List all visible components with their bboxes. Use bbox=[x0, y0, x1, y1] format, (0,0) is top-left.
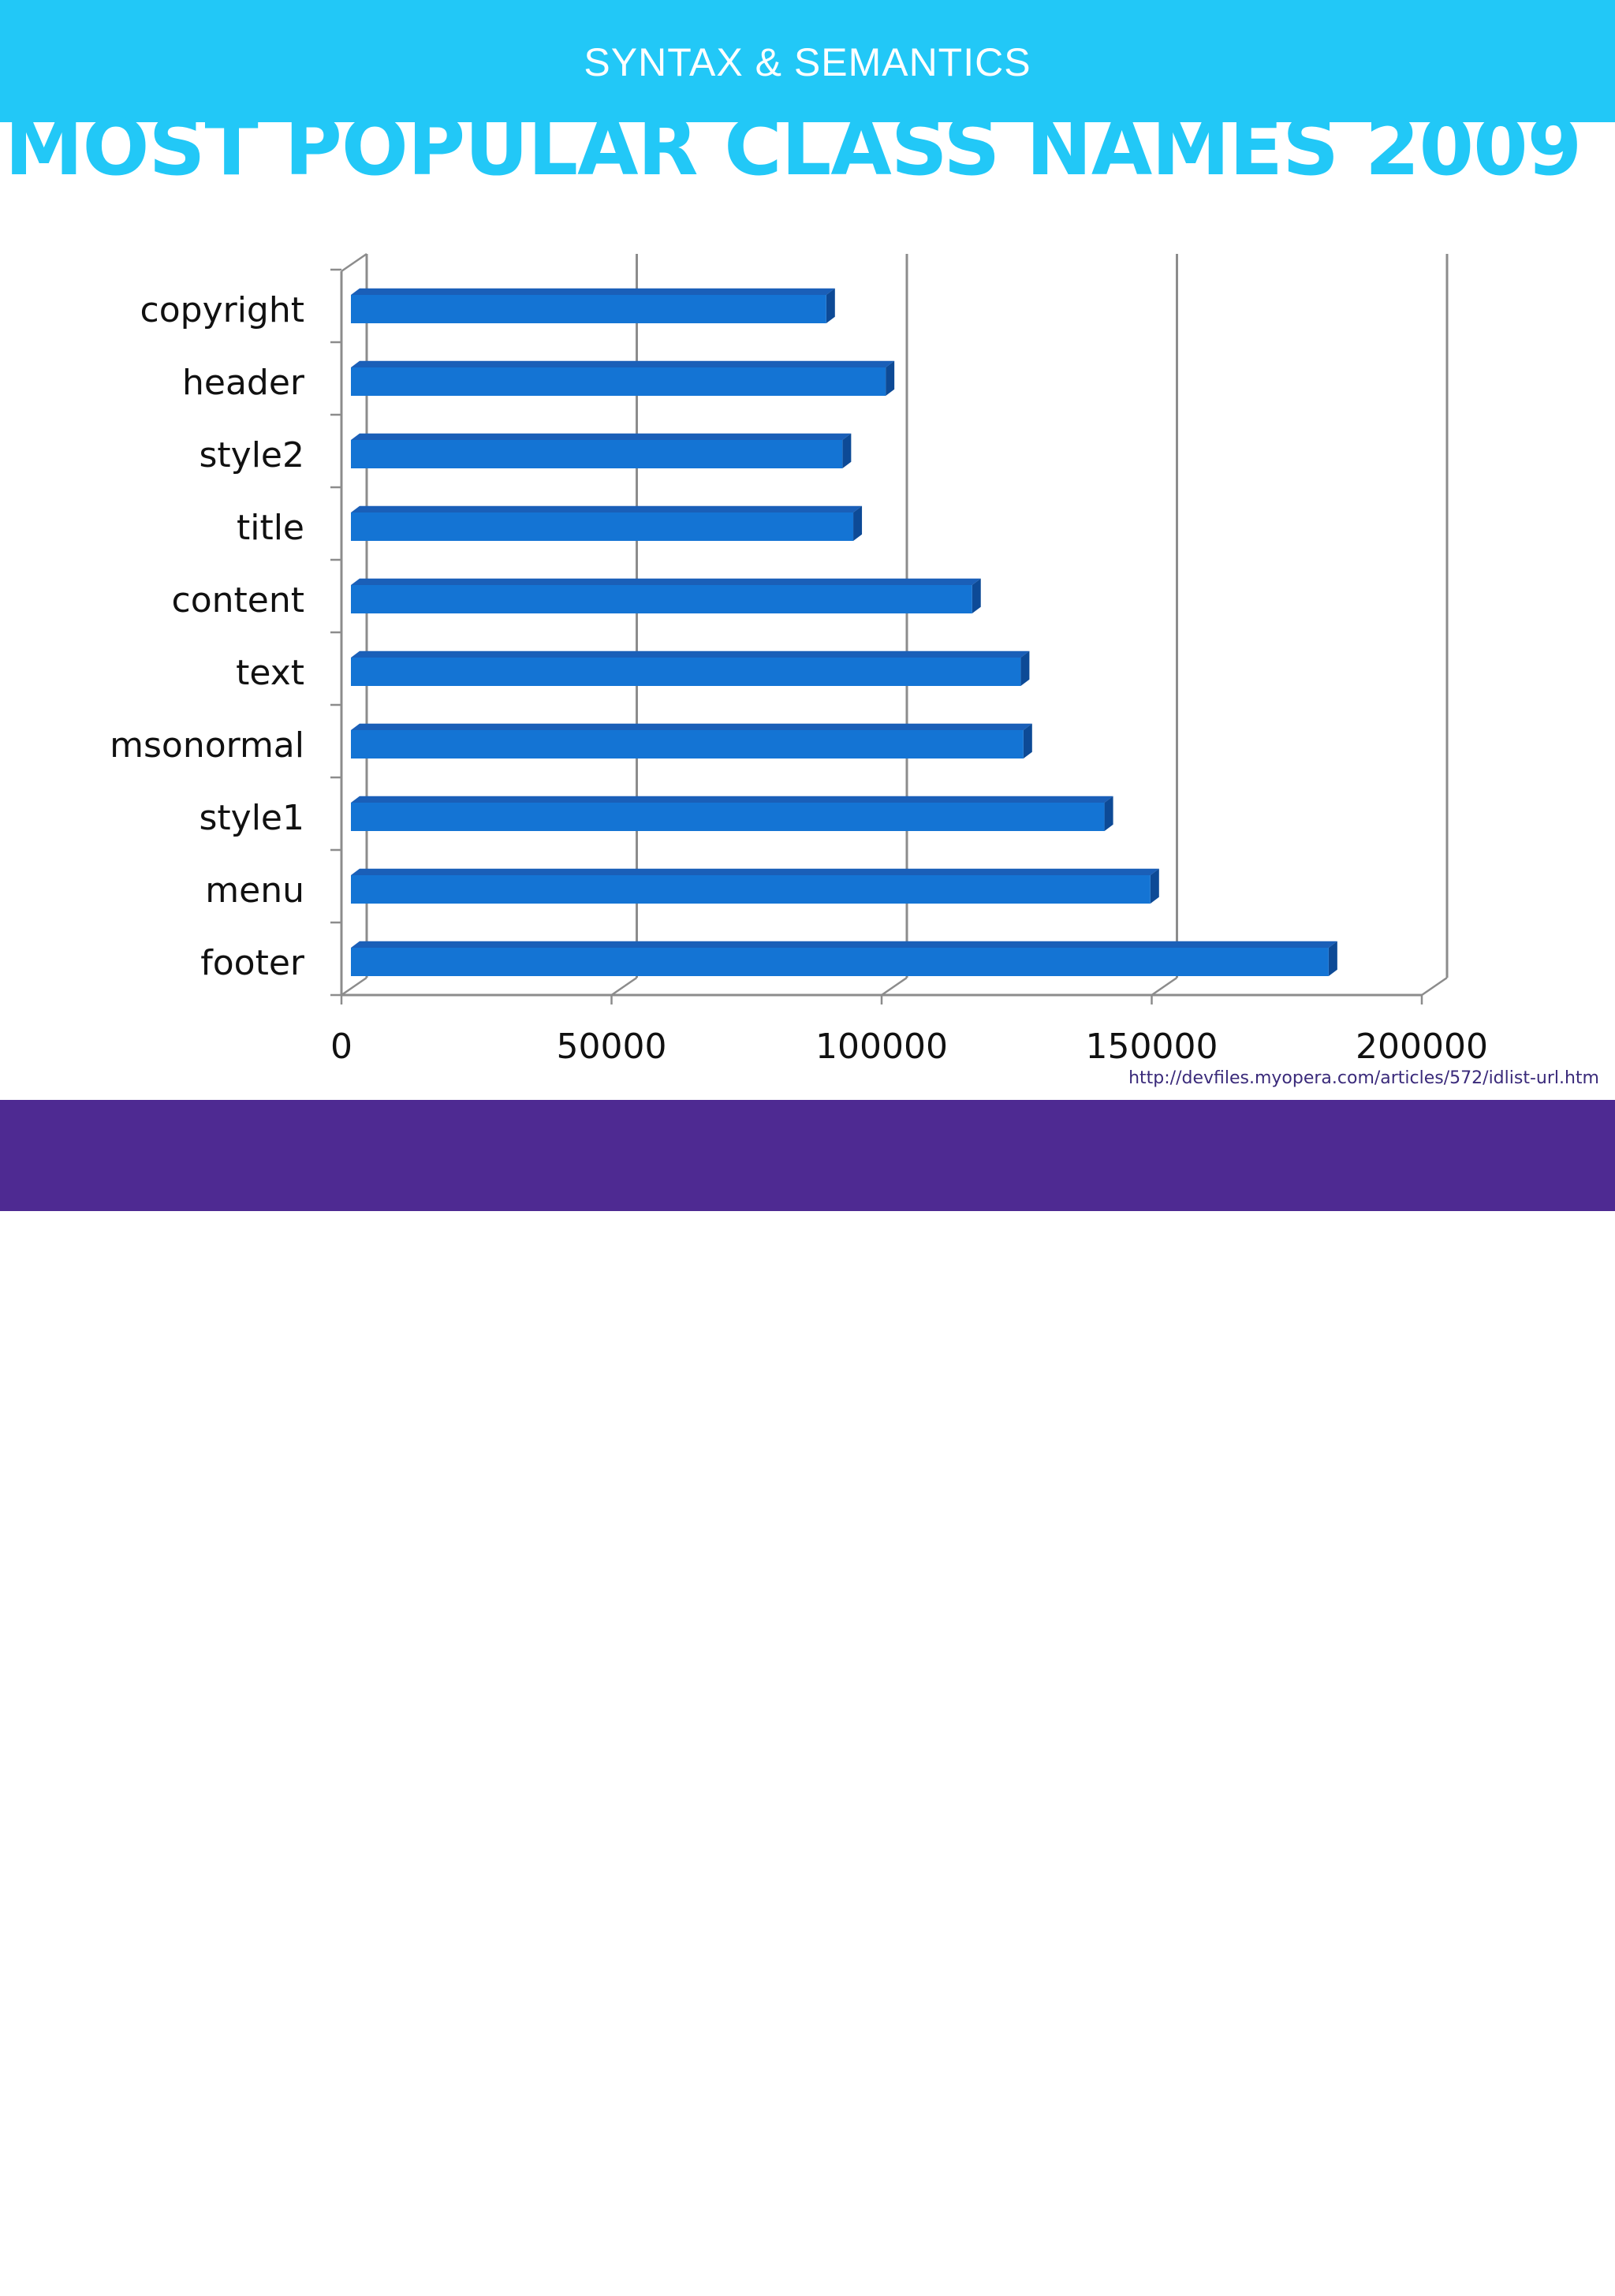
logo-sub-text: SINGAPORE bbox=[41, 2280, 125, 2295]
floor-grid-diagonal bbox=[1151, 976, 1178, 997]
x-tick-label: 150000 bbox=[1086, 1027, 1218, 1067]
bar-text-side bbox=[1020, 650, 1030, 686]
floor-grid-diagonal bbox=[1421, 976, 1448, 997]
category-label-copyright: copyright bbox=[140, 290, 304, 330]
bar-header-top bbox=[351, 360, 895, 367]
wall-top-diagonal bbox=[341, 252, 367, 273]
x-tick-label: 50000 bbox=[557, 1027, 667, 1067]
bar-content-top bbox=[351, 578, 981, 585]
category-label-title: title bbox=[237, 508, 304, 548]
logo-microsoft-text: Microsoft bbox=[41, 2221, 98, 2234]
x-tick-label: 100000 bbox=[815, 1027, 948, 1067]
banner-text: SYNTAX & SEMANTICS bbox=[584, 40, 1031, 84]
floor-grid-diagonal bbox=[610, 976, 638, 997]
bar-style1-top bbox=[351, 796, 1113, 803]
bar-title-side bbox=[853, 505, 863, 541]
bar-menu-top bbox=[351, 868, 1159, 875]
bar-menu bbox=[351, 875, 1151, 904]
top-banner: SYNTAX & SEMANTICS bbox=[0, 0, 1615, 122]
bar-style1-side bbox=[1104, 796, 1113, 831]
category-label-content: content bbox=[172, 580, 304, 621]
category-label-style1: style1 bbox=[199, 798, 304, 838]
bar-content bbox=[351, 585, 972, 613]
bar-style2 bbox=[351, 440, 843, 468]
techdays-logo: Microsoft tech·days SINGAPORE bbox=[41, 2221, 259, 2296]
bar-footer-side bbox=[1328, 941, 1337, 976]
source-url[interactable]: http://devfiles.myopera.com/articles/572… bbox=[1128, 1068, 1599, 1088]
bar-content-side bbox=[972, 578, 981, 613]
bar-header bbox=[351, 367, 886, 396]
bar-copyright bbox=[351, 295, 826, 323]
bar-style2-top bbox=[351, 433, 852, 440]
floor-grid-diagonal bbox=[881, 976, 908, 997]
category-label-text: text bbox=[236, 653, 304, 693]
logo-main-text: tech·days bbox=[41, 2231, 259, 2287]
bottom-band: Microsoft tech·days SINGAPORE bbox=[0, 1100, 1615, 2295]
bar-title bbox=[351, 512, 854, 541]
category-label-msonormal: msonormal bbox=[110, 725, 304, 766]
bar-text bbox=[351, 658, 1021, 686]
x-tick-label: 200000 bbox=[1356, 1027, 1488, 1067]
category-label-menu: menu bbox=[205, 870, 304, 911]
category-label-footer: footer bbox=[200, 943, 305, 983]
bar-style1 bbox=[351, 803, 1105, 831]
bar-copyright-top bbox=[351, 288, 835, 295]
bar-copyright-side bbox=[826, 288, 835, 323]
bar-footer-top bbox=[351, 941, 1337, 948]
bar-footer bbox=[351, 948, 1329, 976]
bar-text-top bbox=[351, 650, 1030, 658]
bar-msonormal-side bbox=[1023, 723, 1032, 758]
bar-style2-side bbox=[842, 433, 852, 468]
bar-chart: copyright header style2 title content text mso… bbox=[110, 252, 1488, 1067]
bar-menu-side bbox=[1150, 868, 1159, 904]
category-label-style2: style2 bbox=[199, 435, 304, 475]
x-tick-label: 0 bbox=[330, 1027, 352, 1067]
bar-title-top bbox=[351, 505, 863, 512]
bar-msonormal-top bbox=[351, 723, 1032, 730]
category-label-header: header bbox=[182, 363, 305, 403]
slide-title: MOST POPULAR CLASS NAMES 2009 bbox=[5, 101, 1582, 193]
floor-grid-diagonal bbox=[341, 976, 367, 997]
bar-header-side bbox=[886, 360, 895, 396]
bar-msonormal bbox=[351, 730, 1024, 758]
